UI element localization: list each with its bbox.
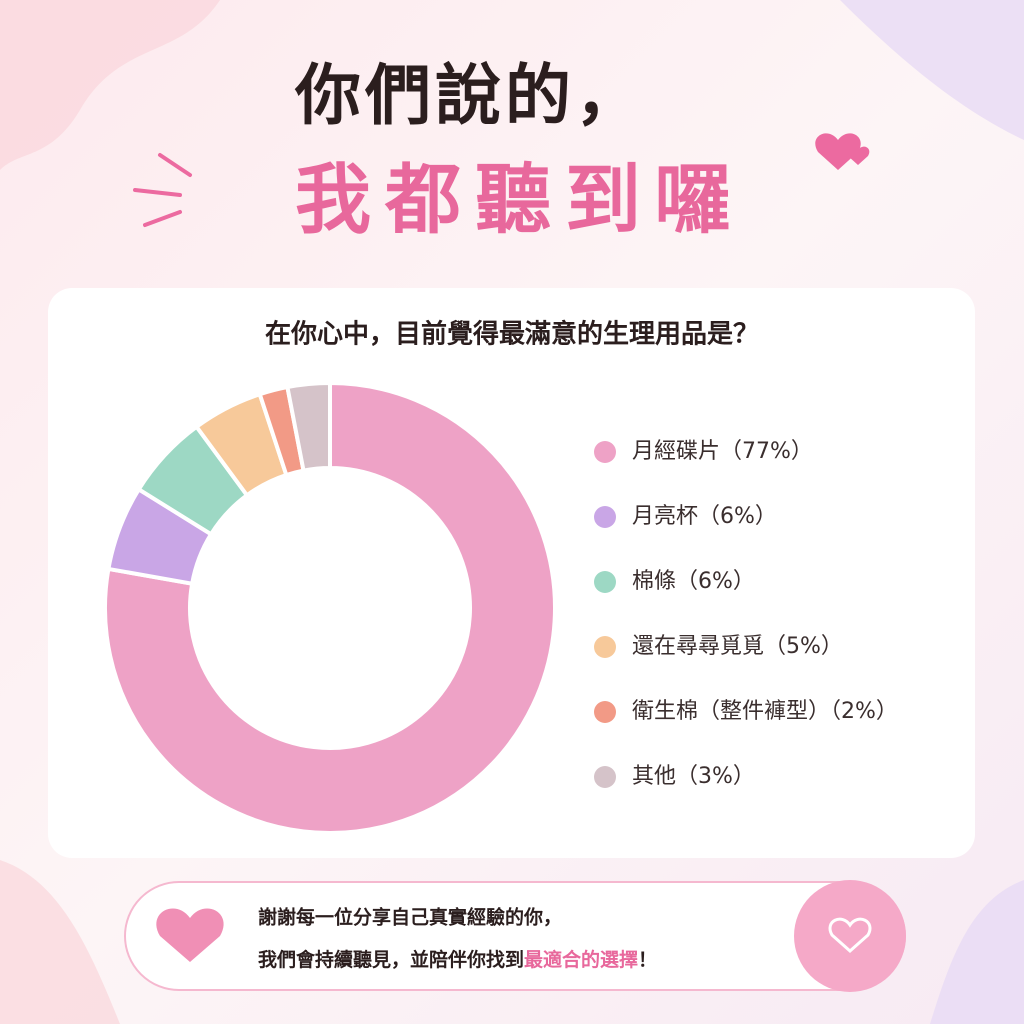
- legend-swatch: [594, 636, 616, 658]
- footer-box: [124, 881, 906, 991]
- legend-value: （6%）: [676, 569, 755, 594]
- heart-icon: [815, 133, 861, 170]
- footer-text: 我們會持續聽見，並陪伴你找到最適合的選擇！: [258, 948, 657, 971]
- blob: [0, 0, 220, 170]
- legend: 月經碟片（77%）月亮杯（6%）棉條（6%）還在尋尋覓覓（5%）衛生棉（整件褲型…: [594, 439, 898, 789]
- donut: [103, 380, 557, 835]
- legend-name: 棉條: [632, 569, 676, 594]
- legend-name: 月亮杯: [632, 504, 698, 529]
- blob: [0, 860, 120, 1024]
- blob: [840, 0, 1024, 140]
- heart-icon: [846, 146, 870, 165]
- donut-segment: [103, 380, 557, 835]
- blob: [930, 880, 1024, 1024]
- sparkle-lines: [133, 153, 192, 227]
- legend-label: 還在尋尋覓覓（5%）: [632, 634, 843, 659]
- donut-segment: [285, 380, 332, 473]
- footer-text: 謝謝每一位分享自己真實經驗的你，: [258, 906, 562, 929]
- legend-name: 月經碟片: [632, 439, 720, 464]
- legend-value: （5%）: [764, 634, 843, 659]
- legend-value: （6%）: [698, 504, 777, 529]
- legend-swatch: [594, 701, 616, 723]
- hug-icon: [794, 880, 906, 992]
- legend-name: 衛生棉（整件褲型）: [632, 699, 830, 724]
- chart-title: 在你心中，目前覺得最滿意的生理用品是？: [265, 319, 759, 350]
- hug-icon: [828, 917, 872, 954]
- legend-value: （2%）: [830, 699, 898, 724]
- legend-label: 月亮杯（6%）: [632, 504, 777, 529]
- legend-swatch: [594, 766, 616, 788]
- legend-name: 其他: [632, 764, 676, 789]
- headline: 你們說的，: [294, 57, 645, 134]
- legend-label: 月經碟片（77%）: [632, 439, 813, 464]
- legend-label: 棉條（6%）: [632, 569, 755, 594]
- legend-swatch: [594, 441, 616, 463]
- legend-swatch: [594, 571, 616, 593]
- legend-swatch: [594, 506, 616, 528]
- legend-label: 衛生棉（整件褲型）（2%）: [632, 699, 898, 724]
- headline: 我都聽到囉: [295, 155, 745, 244]
- heart-icon: [156, 908, 224, 962]
- legend-label: 其他（3%）: [632, 764, 755, 789]
- footer-text: ！: [638, 949, 657, 971]
- footer-highlight: 最適合的選擇: [524, 948, 638, 971]
- legend-name: 還在尋尋覓覓: [632, 634, 764, 659]
- footer-text: 我們會持續聽見，並陪伴你找到: [258, 948, 524, 971]
- legend-value: （77%）: [720, 439, 813, 464]
- legend-value: （3%）: [676, 764, 755, 789]
